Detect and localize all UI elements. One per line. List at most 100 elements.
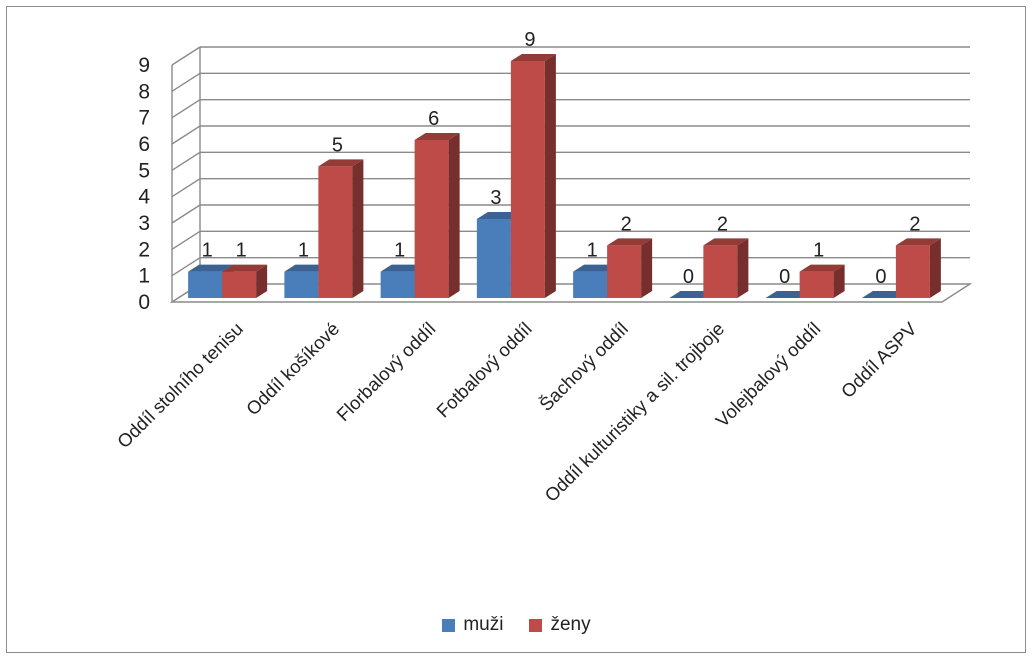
bar-front — [284, 271, 319, 298]
bar-top — [222, 264, 268, 272]
y-tick-label: 6 — [138, 133, 150, 156]
bar-muzi — [765, 291, 811, 298]
data-label: 2 — [717, 213, 728, 235]
bar-top — [861, 291, 907, 298]
category-label: Oddíl kulturistiky a sil. trojboje — [540, 318, 728, 506]
gridlines — [171, 46, 970, 303]
bar-front — [510, 61, 545, 298]
bar-top — [318, 159, 364, 167]
bar-top — [510, 54, 556, 61]
y-tick-label: 1 — [138, 265, 150, 288]
data-label: 5 — [332, 134, 343, 156]
y-tick-label: 0 — [138, 291, 150, 314]
data-label: 1 — [236, 240, 247, 262]
bar-zeny — [703, 238, 749, 298]
data-label: 3 — [490, 187, 501, 209]
legend-label-muzi: muži — [463, 614, 504, 635]
bar-top — [476, 212, 522, 219]
category-label: Florbalový oddíl — [332, 318, 439, 425]
side-gridline — [171, 99, 201, 119]
bar-zeny — [607, 238, 653, 298]
bar-side — [544, 54, 556, 298]
bar-front — [607, 245, 642, 298]
bar-side — [448, 133, 460, 298]
side-gridline — [171, 257, 201, 277]
bar-zeny — [222, 264, 268, 298]
data-label: 0 — [779, 266, 790, 288]
side-gridline — [171, 204, 201, 224]
data-label: 1 — [202, 240, 213, 262]
bar-top — [380, 264, 426, 272]
bar-zeny — [895, 238, 941, 298]
side-gridline — [171, 125, 201, 145]
category-label: Volejbalový oddíl — [711, 318, 824, 431]
bar-side — [737, 238, 749, 298]
category-label: Šachový oddíl — [535, 318, 632, 415]
y-tick-label: 9 — [138, 54, 150, 77]
bar-front — [476, 219, 511, 298]
bar-zeny — [318, 159, 364, 298]
bar-side — [352, 159, 364, 298]
data-label: 0 — [683, 266, 694, 288]
bars — [188, 54, 941, 298]
bar-front — [799, 271, 834, 298]
y-tick-label: 8 — [138, 80, 150, 103]
bar-front — [895, 245, 930, 298]
chart-legend: muži ženy — [0, 614, 1033, 636]
bar-top — [799, 264, 845, 272]
side-gridline — [171, 230, 201, 250]
bar-muzi — [861, 291, 907, 298]
bar-top — [669, 291, 715, 298]
y-tick-label: 5 — [138, 159, 150, 182]
bar-front — [573, 271, 608, 298]
legend-item-zeny: ženy — [529, 614, 591, 636]
side-gridline — [171, 72, 201, 92]
data-label: 2 — [909, 213, 920, 235]
data-label: 2 — [621, 213, 632, 235]
bar-zeny — [799, 264, 845, 298]
bar-side — [256, 264, 268, 298]
category-label: Oddíl ASPV — [837, 318, 921, 402]
legend-label-zeny: ženy — [550, 614, 591, 635]
bar-zeny — [510, 54, 556, 298]
data-label: 1 — [587, 240, 598, 262]
category-label: Oddíl stolního tenisu — [113, 318, 247, 452]
y-tick-label: 7 — [138, 107, 150, 130]
bar-front — [222, 271, 257, 298]
bar-top — [895, 238, 941, 246]
bar-side — [641, 238, 653, 298]
data-label: 0 — [875, 266, 886, 288]
y-tick-label: 4 — [138, 186, 150, 209]
bar-front — [318, 166, 353, 298]
bar-top — [284, 264, 330, 272]
legend-swatch-muzi — [442, 618, 456, 632]
legend-swatch-zeny — [529, 618, 543, 632]
side-gridline — [171, 46, 201, 66]
bar-front — [414, 140, 449, 298]
bar-muzi — [669, 291, 715, 298]
bar-top — [703, 238, 749, 246]
y-tick-label: 2 — [138, 238, 150, 261]
bar-front — [188, 271, 223, 298]
data-label: 9 — [524, 29, 535, 51]
bar-top — [607, 238, 653, 246]
category-label: Oddíl košíkové — [242, 318, 343, 419]
legend-item-muzi: muži — [442, 614, 503, 636]
y-tick-label: 3 — [138, 212, 150, 235]
bar-top — [765, 291, 811, 298]
bar-side — [929, 238, 941, 298]
bar-zeny — [414, 133, 460, 298]
bar-front — [703, 245, 738, 298]
data-label: 1 — [394, 240, 405, 262]
side-gridline — [171, 151, 201, 171]
bar-side — [833, 264, 845, 298]
data-label: 1 — [813, 240, 824, 262]
bar-top — [573, 264, 619, 272]
data-label: 6 — [428, 108, 439, 130]
side-gridline — [171, 178, 201, 198]
bar-top — [188, 264, 234, 272]
data-label: 1 — [298, 240, 309, 262]
category-label: Fotbalový oddíl — [432, 318, 536, 422]
bar-front — [380, 271, 415, 298]
